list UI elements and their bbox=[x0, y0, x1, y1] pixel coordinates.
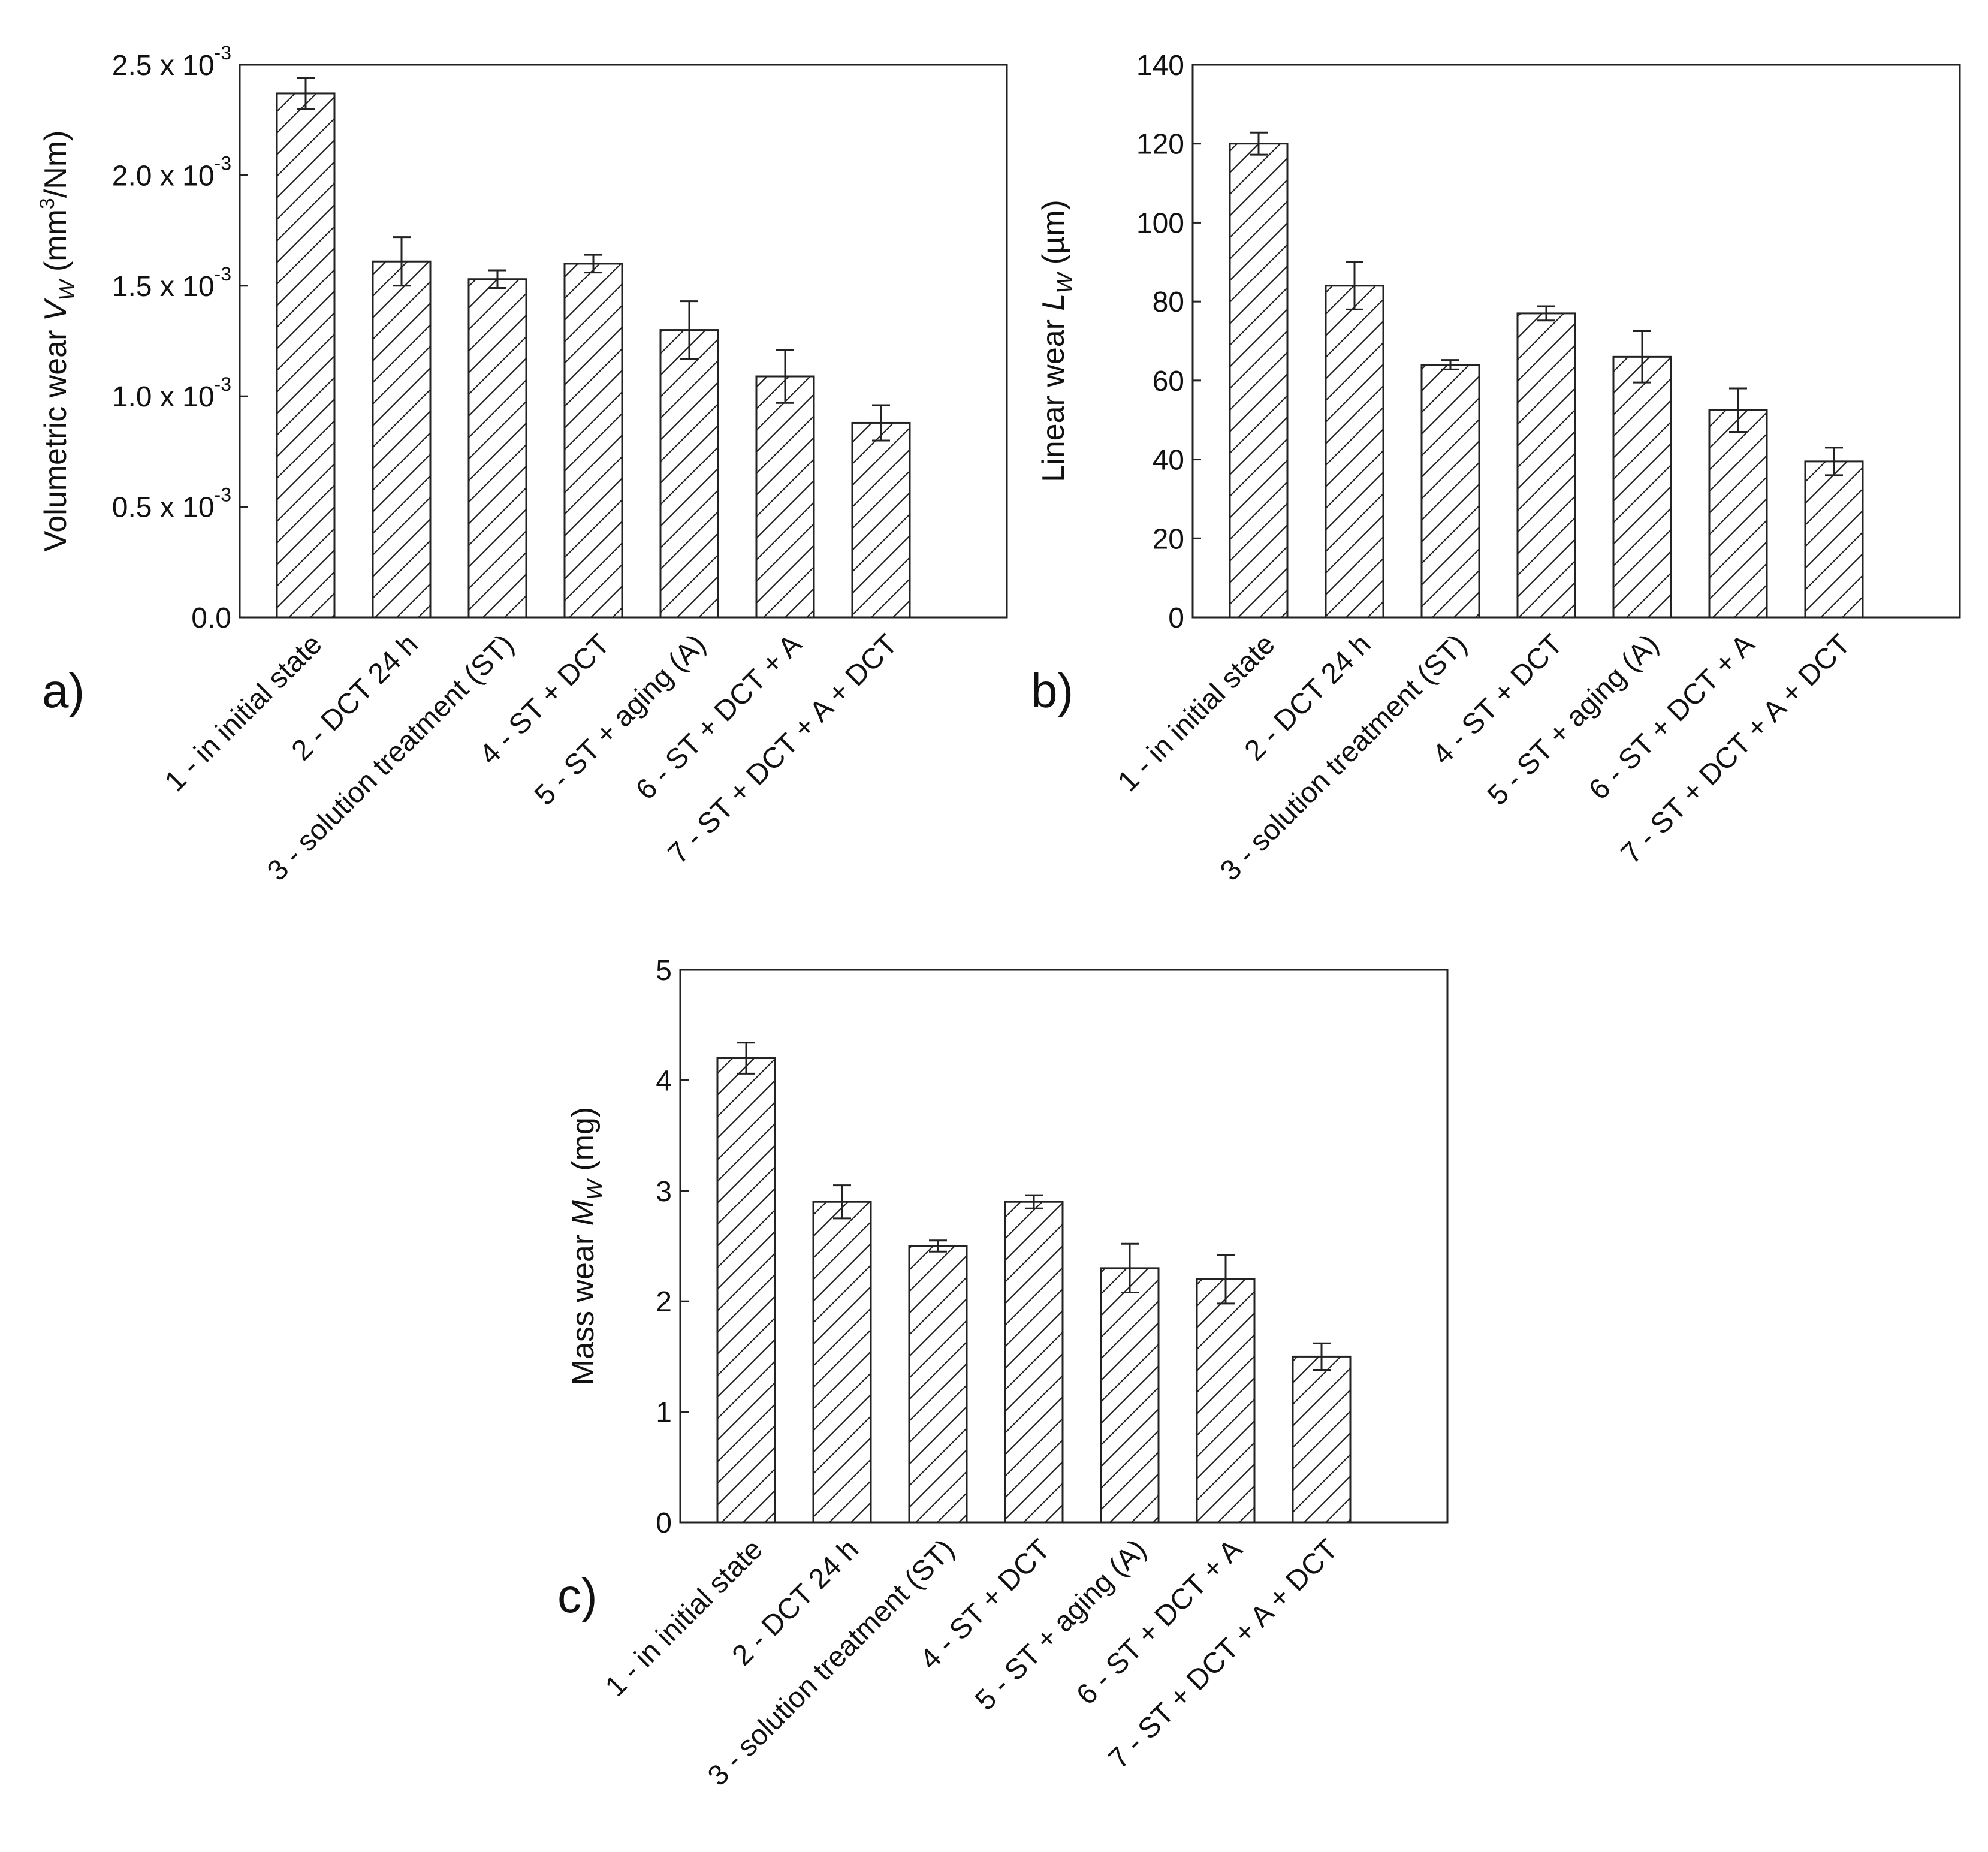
bar-5 bbox=[659, 329, 719, 619]
y-tick-label: 40 bbox=[1153, 445, 1184, 476]
bar-6 bbox=[1196, 1278, 1256, 1524]
bar-7 bbox=[851, 421, 911, 619]
plot-frame bbox=[239, 64, 1008, 619]
y-tick-label: 3 bbox=[656, 1176, 672, 1208]
y-tick-label: 2 bbox=[656, 1286, 672, 1318]
error-bar-2 bbox=[1346, 261, 1363, 310]
plot-frame bbox=[679, 969, 1449, 1524]
error-bar-7 bbox=[872, 404, 890, 442]
bar-3 bbox=[1420, 364, 1480, 619]
bar-5 bbox=[1100, 1267, 1160, 1524]
y-tick-label: 0.5 x 10-3 bbox=[112, 484, 231, 524]
error-bar-5 bbox=[680, 300, 698, 360]
bar-5 bbox=[1612, 355, 1672, 619]
category-label-1: 1 - in initial state bbox=[159, 628, 328, 798]
bar-1 bbox=[276, 92, 336, 619]
category-label-5: 5 - ST + aging (A) bbox=[969, 1533, 1153, 1717]
y-tick-label: 1.5 x 10-3 bbox=[112, 263, 231, 303]
y-tick-label: 140 bbox=[1136, 50, 1184, 82]
y-axis-title: Linear wear LW (µm) bbox=[1036, 200, 1077, 482]
panel-label: b) bbox=[1031, 664, 1073, 717]
bar-2 bbox=[812, 1201, 872, 1524]
error-bar-3 bbox=[1441, 359, 1459, 370]
y-tick-label: 80 bbox=[1153, 286, 1184, 318]
y-tick-label: 2.0 x 10-3 bbox=[112, 152, 231, 192]
y-tick-label: 0 bbox=[1168, 602, 1184, 634]
y-tick-label: 60 bbox=[1153, 366, 1184, 397]
bar-1 bbox=[716, 1057, 776, 1524]
error-bar-5 bbox=[1633, 330, 1651, 384]
error-bar-6 bbox=[776, 349, 794, 404]
panel-label: a) bbox=[42, 664, 85, 717]
bar-2 bbox=[1325, 285, 1384, 619]
chart-panel-a: 0.0 0.5 x 10-3 1.0 x 10-3 1.5 x 10-3 2.0 x 1… bbox=[36, 42, 1008, 887]
category-label-1: 1 - in initial state bbox=[599, 1533, 769, 1703]
bar-3 bbox=[467, 278, 527, 619]
y-tick-label: 4 bbox=[656, 1065, 672, 1097]
error-bar-2 bbox=[833, 1184, 851, 1220]
y-tick-label: 0 bbox=[656, 1507, 672, 1539]
error-bar-6 bbox=[1217, 1254, 1235, 1305]
bar-1 bbox=[1229, 143, 1289, 619]
bar-4 bbox=[1004, 1201, 1064, 1524]
category-label-5: 5 - ST + aging (A) bbox=[1482, 628, 1665, 812]
error-bar-7 bbox=[1825, 447, 1843, 476]
category-label-6: 6 - ST + DCT + A bbox=[630, 628, 808, 806]
error-bar-5 bbox=[1121, 1242, 1139, 1293]
error-bar-4 bbox=[584, 254, 602, 274]
bar-4 bbox=[1516, 312, 1576, 619]
bar-4 bbox=[563, 263, 623, 619]
bar-7 bbox=[1804, 460, 1864, 619]
y-tick-label: 1 bbox=[656, 1397, 672, 1429]
y-axis-title: Mass wear MW (mg) bbox=[566, 1107, 607, 1385]
error-bar-2 bbox=[393, 236, 411, 287]
error-bar-1 bbox=[1250, 131, 1268, 156]
y-tick-label: 0.0 bbox=[191, 602, 231, 634]
bar-6 bbox=[755, 375, 815, 619]
bar-2 bbox=[372, 260, 432, 619]
error-bar-3 bbox=[929, 1239, 947, 1253]
bar-6 bbox=[1708, 409, 1768, 619]
error-bar-1 bbox=[297, 77, 315, 110]
y-tick-label: 100 bbox=[1136, 207, 1184, 239]
bar-3 bbox=[908, 1245, 968, 1524]
y-tick-label: 120 bbox=[1136, 129, 1184, 161]
panel-label: c) bbox=[557, 1569, 598, 1622]
error-bar-4 bbox=[1025, 1194, 1043, 1209]
category-label-5: 5 - ST + aging (A) bbox=[529, 628, 712, 812]
error-bar-1 bbox=[737, 1042, 755, 1075]
y-tick-label: 20 bbox=[1153, 523, 1184, 555]
plot-frame bbox=[1191, 64, 1961, 619]
category-label-1: 1 - in initial state bbox=[1112, 628, 1281, 798]
category-label-6: 6 - ST + DCT + A bbox=[1583, 628, 1761, 806]
error-bar-7 bbox=[1313, 1342, 1331, 1371]
category-label-6: 6 - ST + DCT + A bbox=[1070, 1533, 1248, 1711]
y-axis-title: Volumetric wear VW (mm3/Nm) bbox=[36, 130, 79, 551]
y-tick-label: 1.0 x 10-3 bbox=[112, 373, 231, 413]
error-bar-6 bbox=[1729, 387, 1747, 433]
y-tick-label: 2.5 x 10-3 bbox=[112, 42, 231, 82]
y-tick-label: 5 bbox=[656, 955, 672, 987]
bar-7 bbox=[1292, 1355, 1352, 1524]
error-bar-3 bbox=[488, 269, 506, 289]
error-bar-4 bbox=[1537, 305, 1555, 322]
